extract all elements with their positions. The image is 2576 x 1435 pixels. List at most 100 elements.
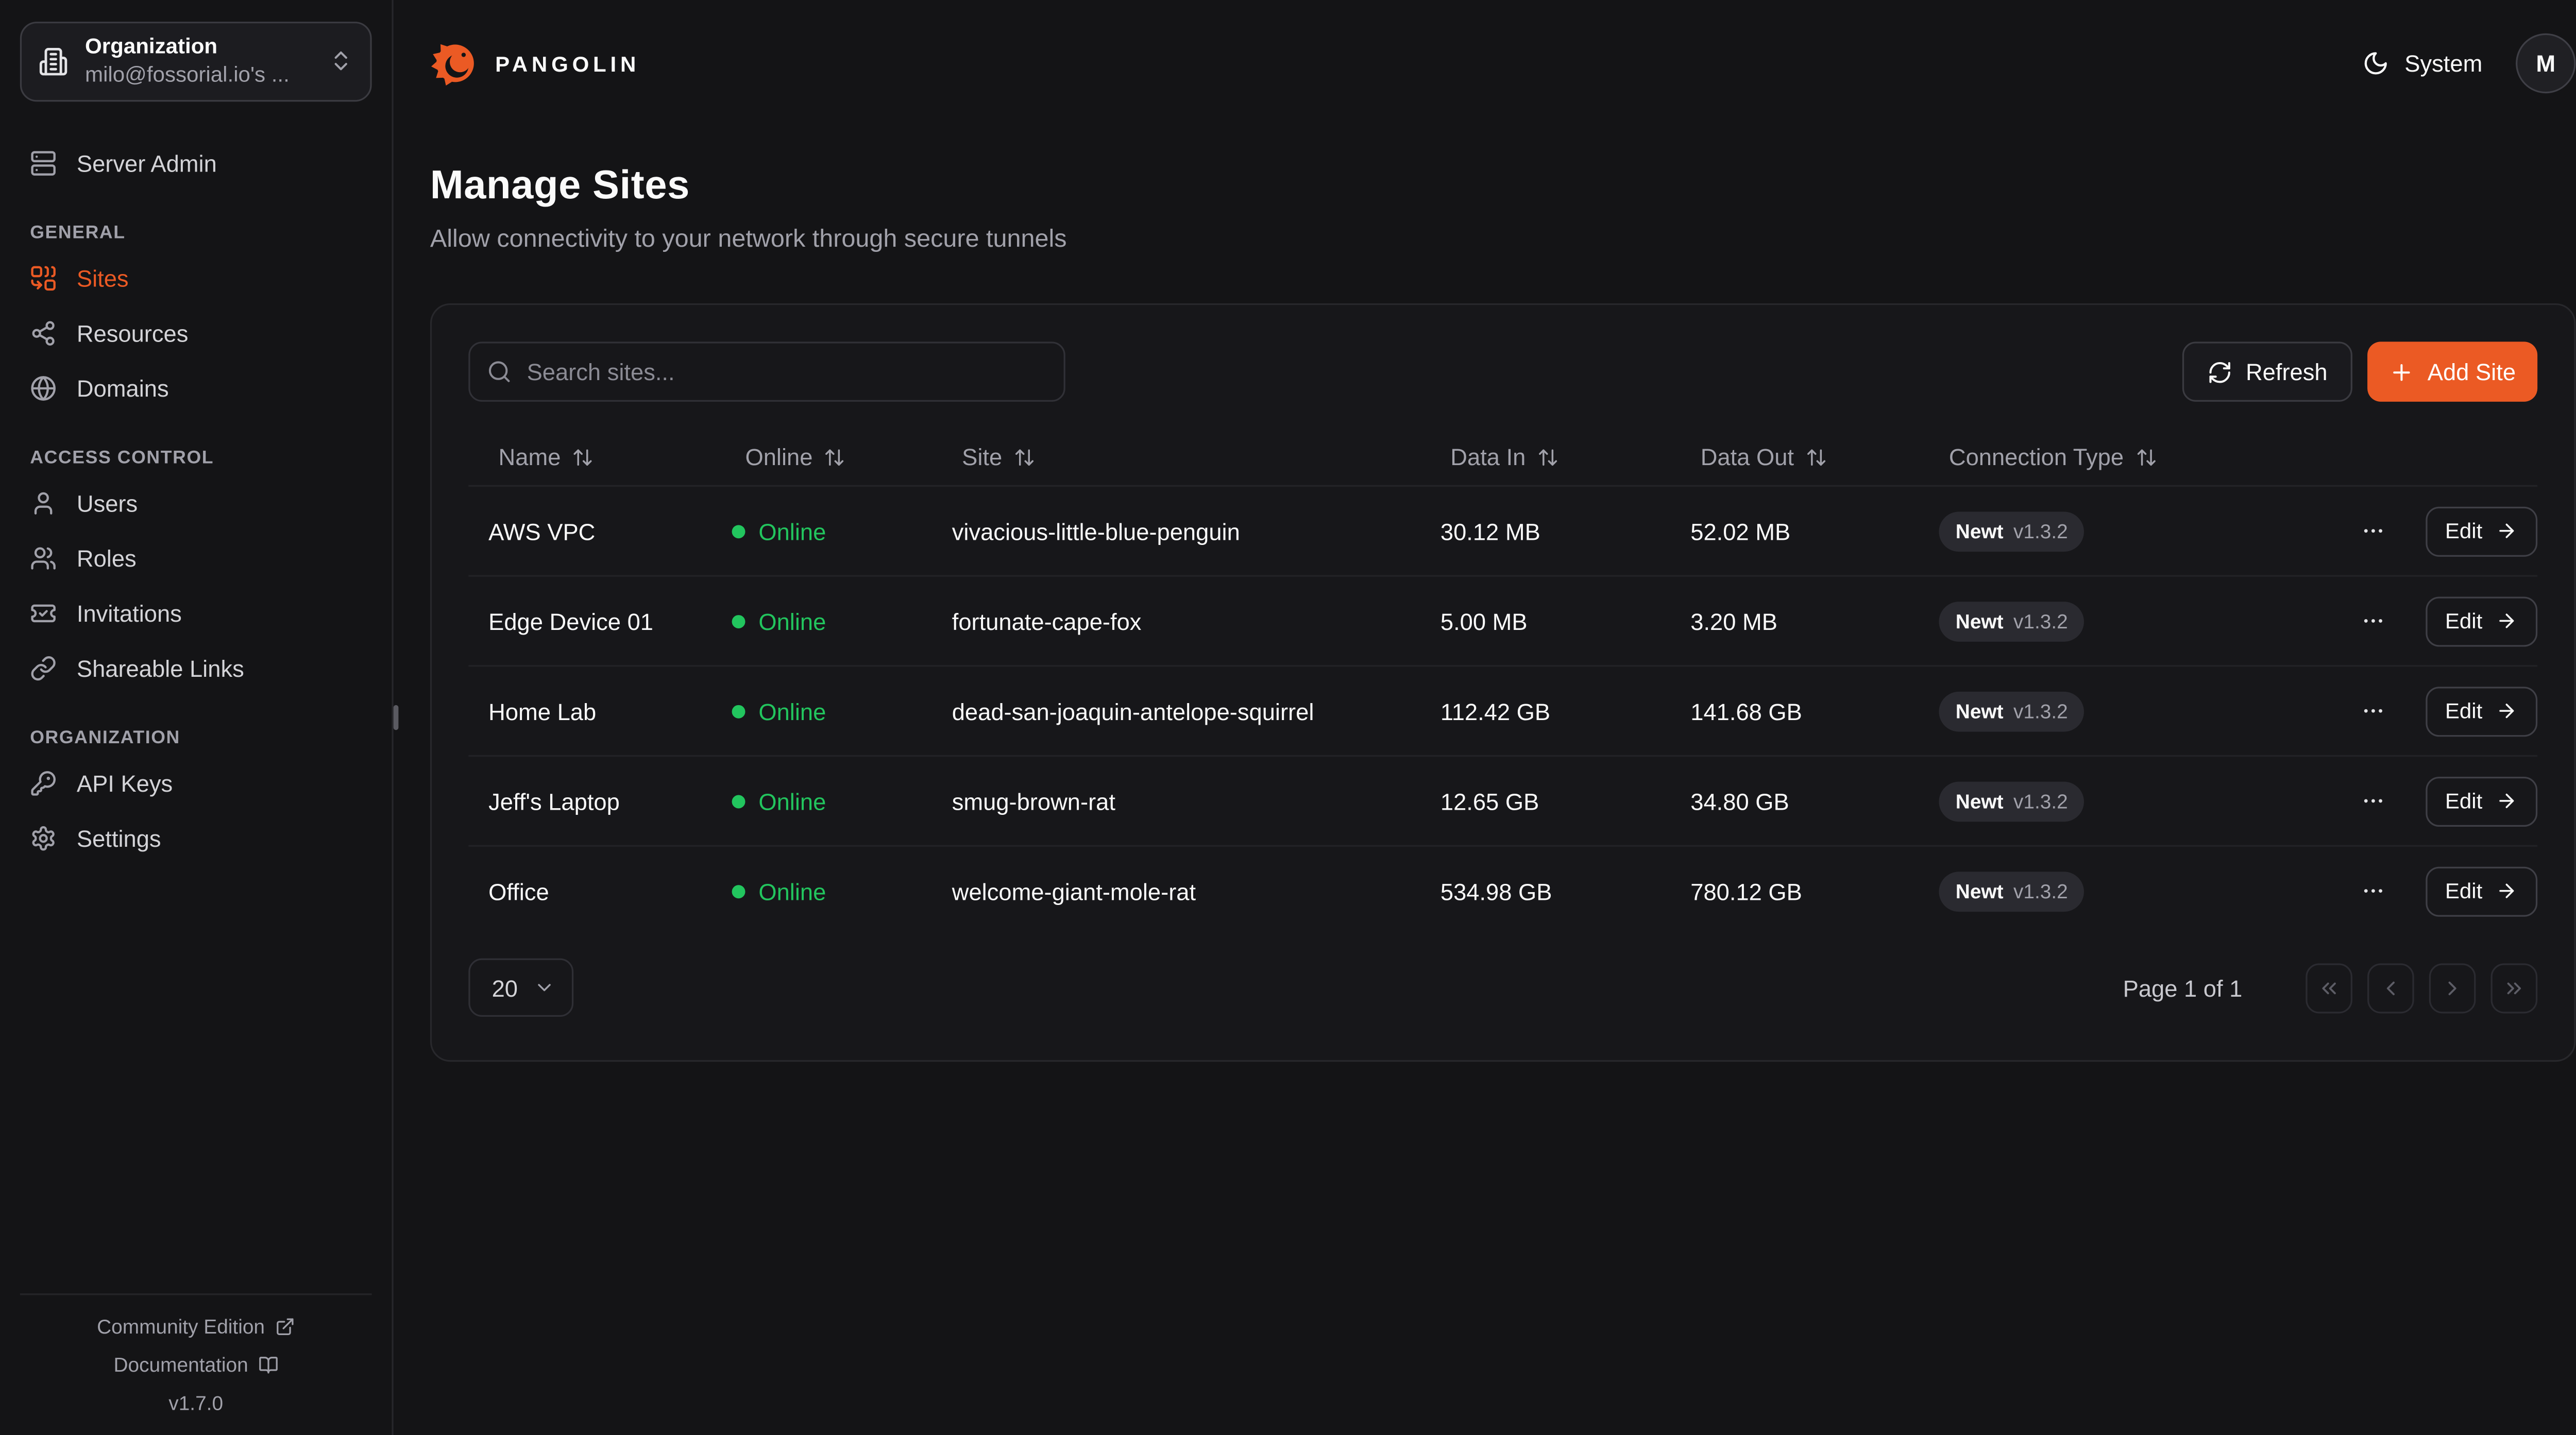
ellipsis-icon	[2361, 789, 2386, 814]
ellipsis-icon	[2361, 878, 2386, 903]
documentation-link[interactable]: Documentation	[114, 1354, 278, 1377]
user-icon	[30, 490, 57, 517]
sort-header-online[interactable]: Online	[715, 443, 932, 470]
status-label: Online	[758, 877, 826, 904]
row-edit-cell: Edit	[2402, 686, 2538, 736]
sidebar-item-sites[interactable]: Sites	[20, 251, 372, 306]
row-menu-button[interactable]	[2354, 872, 2392, 910]
sidebar-item-label: Sites	[76, 265, 129, 293]
sidebar-item-roles[interactable]: Roles	[20, 532, 372, 587]
community-edition-link[interactable]: Community Edition	[97, 1315, 295, 1338]
connection-type-label: Newt	[1955, 609, 2004, 633]
connection-version-label: v1.3.2	[2013, 519, 2068, 543]
search-input[interactable]	[468, 341, 1065, 402]
edit-button[interactable]: Edit	[2425, 776, 2538, 826]
moon-icon	[2363, 50, 2389, 77]
row-menu-button[interactable]	[2354, 511, 2392, 550]
edit-label: Edit	[2445, 698, 2483, 724]
gear-icon	[30, 826, 57, 852]
page-subtitle: Allow connectivity to your network throu…	[430, 225, 1067, 253]
brand-name: PANGOLIN	[495, 50, 640, 76]
row-menu-button[interactable]	[2354, 602, 2392, 640]
sidebar-item-users[interactable]: Users	[20, 476, 372, 532]
status-cell: Online	[715, 518, 932, 544]
connection-type-label: Newt	[1955, 699, 2004, 723]
theme-label: System	[2404, 50, 2483, 77]
connection-type-label: Newt	[1955, 879, 2004, 903]
brand-logo-link[interactable]: PANGOLIN	[430, 38, 640, 88]
sidebar-item-server-admin[interactable]: Server Admin	[20, 136, 372, 192]
status-cell: Online	[715, 788, 932, 814]
ellipsis-icon	[2361, 518, 2386, 543]
section-label-general: GENERAL	[30, 223, 126, 243]
sidebar-item-label: Invitations	[76, 600, 182, 627]
sidebar-item-domains[interactable]: Domains	[20, 361, 372, 416]
site-slug-cell: smug-brown-rat	[952, 787, 1115, 814]
refresh-icon	[2208, 359, 2233, 384]
edit-button[interactable]: Edit	[2425, 595, 2538, 646]
edit-button[interactable]: Edit	[2425, 686, 2538, 736]
edit-button[interactable]: Edit	[2425, 506, 2538, 556]
sidebar-item-settings[interactable]: Settings	[20, 811, 372, 866]
ticket-check-icon	[30, 601, 57, 627]
theme-toggle[interactable]: System	[2363, 50, 2482, 77]
org-selector[interactable]: Organization milo@fossorial.io's ...	[20, 22, 372, 101]
chevron-left-icon	[2379, 976, 2402, 999]
row-edit-cell: Edit	[2402, 776, 2538, 826]
plus-icon	[2389, 359, 2414, 384]
last-page-button[interactable]	[2490, 962, 2538, 1013]
first-page-button[interactable]	[2306, 962, 2352, 1013]
connection-version-label: v1.3.2	[2013, 699, 2068, 723]
sidebar-item-label: Domains	[76, 375, 169, 402]
sidebar-item-api-keys[interactable]: API Keys	[20, 756, 372, 811]
book-open-icon	[258, 1355, 278, 1375]
page-size-select[interactable]: 20	[468, 958, 573, 1017]
sort-header-data-in[interactable]: Data In	[1420, 443, 1670, 470]
row-edit-cell: Edit	[2402, 506, 2538, 556]
edit-button[interactable]: Edit	[2425, 866, 2538, 916]
sort-header-connection-type[interactable]: Connection Type	[1919, 443, 2344, 470]
org-selector-text: Organization milo@fossorial.io's ...	[85, 33, 312, 90]
connection-version-label: v1.3.2	[2013, 789, 2068, 813]
sidebar-item-label: Settings	[76, 825, 161, 852]
key-icon	[30, 771, 57, 797]
search-icon	[487, 359, 512, 384]
online-dot-icon	[732, 704, 745, 718]
version-label: v1.7.0	[168, 1392, 224, 1415]
edit-label: Edit	[2445, 878, 2483, 903]
edit-label: Edit	[2445, 788, 2483, 814]
row-menu-button[interactable]	[2354, 782, 2392, 820]
sort-header-name[interactable]: Name	[468, 443, 715, 470]
avatar-initial: M	[2536, 50, 2556, 77]
row-menu-button[interactable]	[2354, 692, 2392, 730]
sort-header-site[interactable]: Site	[932, 443, 1420, 470]
connection-badge: Newt v1.3.2	[1939, 510, 2085, 551]
section-label-access-control: ACCESS CONTROL	[30, 448, 214, 468]
row-actions-cell	[2344, 692, 2402, 730]
ellipsis-icon	[2361, 698, 2386, 724]
sidebar-item-invitations[interactable]: Invitations	[20, 586, 372, 641]
sidebar-item-shareable-links[interactable]: Shareable Links	[20, 641, 372, 696]
table-row: Office Online welcome-giant-mole-rat 534…	[468, 847, 2538, 935]
avatar[interactable]: M	[2516, 33, 2576, 94]
refresh-label: Refresh	[2245, 358, 2328, 385]
org-selector-value: milo@fossorial.io's ...	[85, 61, 290, 87]
chevron-down-icon	[533, 977, 554, 998]
chevrons-right-icon	[2502, 976, 2526, 999]
refresh-button[interactable]: Refresh	[2182, 341, 2353, 402]
connection-badge: Newt v1.3.2	[1939, 601, 2085, 641]
sort-header-data-out[interactable]: Data Out	[1670, 443, 1919, 470]
data-in-cell: 5.00 MB	[1440, 607, 1528, 635]
server-icon	[30, 150, 57, 177]
site-slug-cell: dead-san-joaquin-antelope-squirrel	[952, 697, 1314, 725]
site-slug-cell: fortunate-cape-fox	[952, 607, 1142, 635]
sidebar-item-resources[interactable]: Resources	[20, 306, 372, 362]
sort-icon	[1014, 446, 1036, 468]
sidebar-resize-handle[interactable]	[393, 705, 399, 730]
next-page-button[interactable]	[2429, 962, 2476, 1013]
share-nodes-icon	[30, 320, 57, 347]
add-site-button[interactable]: Add Site	[2367, 341, 2538, 402]
site-name-cell: Home Lab	[488, 697, 597, 725]
row-actions-cell	[2344, 782, 2402, 820]
prev-page-button[interactable]	[2367, 962, 2414, 1013]
